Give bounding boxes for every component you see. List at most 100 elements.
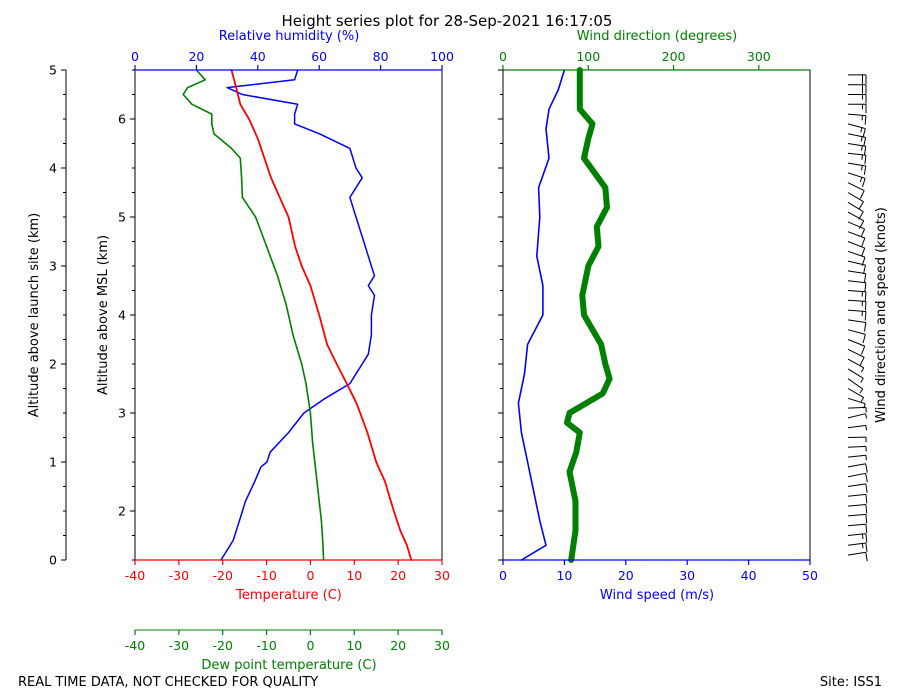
wind-barb-flag xyxy=(858,201,864,210)
wind-barb-shaft xyxy=(847,309,866,313)
wind-barb-flag xyxy=(860,378,864,383)
humidity-tick-label: 20 xyxy=(188,49,204,64)
wind-barb-flag xyxy=(864,282,867,292)
wind-barb-flag xyxy=(860,397,865,403)
wind-barb-flag xyxy=(865,483,868,493)
wind-speed-tick-label: 40 xyxy=(741,568,757,583)
wind-barb-shaft xyxy=(847,241,865,249)
wind-barb-flag xyxy=(865,463,868,473)
msl-axis-label: Altitude above MSL (km) xyxy=(96,235,111,395)
humidity-line xyxy=(220,69,376,561)
temperature-tick-label: 30 xyxy=(434,568,450,583)
wind-speed-tick-label: 10 xyxy=(556,568,572,583)
msl-tick-label: 2 xyxy=(118,504,126,519)
agl-tick-label: 2 xyxy=(49,357,57,372)
wind-barb-flag xyxy=(860,127,863,133)
humidity-tick-label: 0 xyxy=(131,49,139,64)
dewpoint-tick-label: 20 xyxy=(390,638,406,653)
wind-barb-flag xyxy=(865,473,868,483)
wind-barb-flag xyxy=(864,155,867,165)
temperature-tick-label: -30 xyxy=(169,568,189,583)
quality-note: REAL TIME DATA, NOT CHECKED FOR QUALITY xyxy=(18,675,318,690)
dewpoint-tick-label: 10 xyxy=(346,638,362,653)
wind-barb-shaft xyxy=(847,358,865,369)
wind-barb-flag xyxy=(865,504,868,514)
wind-barb-shaft xyxy=(847,182,865,191)
wind-barb-flag xyxy=(865,533,868,543)
wind-barb-flag xyxy=(862,128,866,138)
wind-speed-tick-label: 50 xyxy=(802,568,818,583)
wind-barb-shaft xyxy=(847,472,866,478)
wind-barb-shaft xyxy=(847,299,866,302)
wind-barb-flag xyxy=(863,146,867,156)
wind-barb-shaft xyxy=(847,397,866,405)
agl-tick-label: 3 xyxy=(49,259,57,274)
wind-barb-shaft xyxy=(847,406,867,409)
wind-barb-flag xyxy=(865,542,868,552)
wind-barb-shaft xyxy=(847,192,864,203)
wind-barb-flag xyxy=(865,413,868,419)
wind-barb-flag xyxy=(860,247,866,257)
wind-barb-flag xyxy=(865,552,868,562)
msl-tick-label: 4 xyxy=(118,308,126,323)
wind-barb-shaft xyxy=(847,211,864,222)
wind-speed-tick-label: 30 xyxy=(679,568,695,583)
dewpoint-tick-label: -40 xyxy=(125,638,145,653)
dewpoint-tick-label: 0 xyxy=(306,638,314,653)
agl-axis-label: Altitude above launch site (km) xyxy=(27,213,42,417)
temperature-tick-label: 20 xyxy=(390,568,406,583)
wind-barb-shaft xyxy=(847,152,866,156)
humidity-tick-label: 60 xyxy=(311,49,327,64)
temperature-tick-label: 0 xyxy=(306,568,314,583)
wind-barb-flag xyxy=(865,524,868,534)
wind-speed-tick-label: 20 xyxy=(618,568,634,583)
wind-barb-flag xyxy=(863,137,867,147)
wind-barb-flag xyxy=(865,425,867,431)
temperature-axis-label: Temperature (C) xyxy=(235,588,342,603)
wind-barb-flag xyxy=(864,301,867,311)
wind-barb-flag xyxy=(862,334,866,344)
msl-tick-label: 6 xyxy=(118,112,126,127)
wind-barb-shaft xyxy=(847,445,867,448)
wind-barb-flag xyxy=(860,367,865,373)
wind-barb-flag xyxy=(861,165,863,171)
temperature-line xyxy=(230,69,413,561)
wind-barb-shaft xyxy=(847,290,866,293)
wind-barb-shaft xyxy=(847,172,866,179)
wind-barb-flag xyxy=(860,228,866,238)
wind-direction-tick-label: 0 xyxy=(499,49,507,64)
wind-barb-flag xyxy=(864,322,867,332)
wind-barb-flag xyxy=(863,273,867,283)
wind-barb-flag xyxy=(858,211,864,220)
figure-title: Height series plot for 28-Sep-2021 16:17… xyxy=(282,12,613,30)
temperature-tick-label: 10 xyxy=(346,568,362,583)
wind-barb-flag xyxy=(864,291,867,301)
wind-speed-axis-label: Wind speed (m/s) xyxy=(600,588,714,603)
wind-barb-shaft xyxy=(847,542,866,546)
wind-barb-shaft xyxy=(847,143,866,147)
dewpoint-line xyxy=(182,69,325,561)
wind-barb-shaft xyxy=(847,424,866,429)
wind-barb-flag xyxy=(861,154,863,160)
wind-barb-shaft xyxy=(847,523,866,527)
agl-tick-label: 4 xyxy=(49,161,57,176)
agl-tick-label: 0 xyxy=(49,553,57,568)
wind-barb-shaft xyxy=(847,378,864,390)
humidity-tick-label: 100 xyxy=(430,49,454,64)
wind-barb-flag xyxy=(860,136,863,142)
wind-barb-flag xyxy=(859,190,865,199)
wind-panel-frame xyxy=(502,69,811,561)
humidity-axis-label: Relative humidity (%) xyxy=(219,29,360,44)
wind-barb-flag xyxy=(861,178,866,188)
temperature-tick-label: -40 xyxy=(125,568,145,583)
wind-barb-shaft xyxy=(847,513,866,517)
wind-plot-area xyxy=(517,67,613,563)
agl-tick-label: 1 xyxy=(49,455,57,470)
wind-barb-flag xyxy=(859,388,864,394)
wind-barb-shaft xyxy=(847,533,866,536)
thermo-plot-area xyxy=(182,69,413,561)
humidity-tick-label: 40 xyxy=(250,49,266,64)
dewpoint-axis-label: Dew point temperature (C) xyxy=(201,658,376,673)
wind-barb-flag xyxy=(861,543,864,549)
